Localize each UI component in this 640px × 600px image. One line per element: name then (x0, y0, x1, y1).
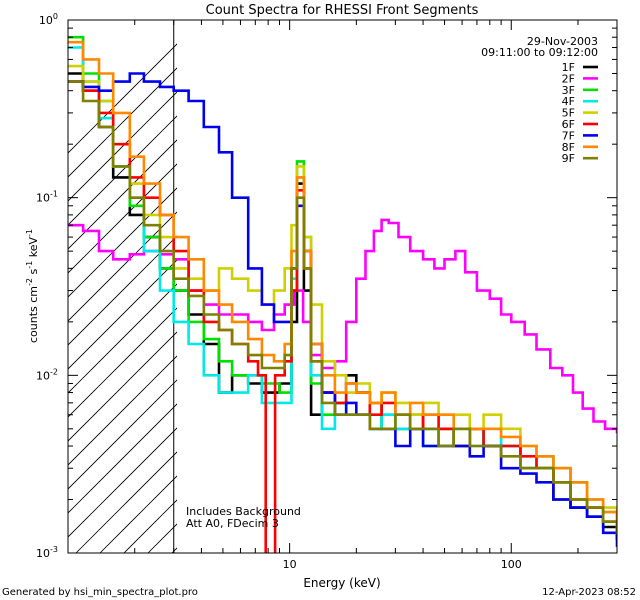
legend-label: 4F (562, 95, 575, 108)
series-layer (68, 35, 617, 553)
legend-label: 9F (562, 152, 575, 165)
hatch-line (68, 115, 177, 226)
y-label-part-2: s (27, 268, 40, 277)
hatch-line (75, 451, 177, 553)
tick-labels: 10 100 100 10-1 10-2 10-3 (36, 12, 522, 571)
footer-generated-by: Generated by hsi_min_spectra_plot.pro (2, 587, 198, 598)
attenuator-hatch-region (68, 0, 640, 553)
hatch-line (68, 331, 177, 442)
legend-label: 7F (562, 129, 575, 142)
hatch-line (68, 235, 177, 346)
legend-label: 6F (562, 118, 575, 131)
annotation-background: Includes Background (186, 505, 301, 518)
plot-frame (67, 19, 618, 554)
y-tick-label: 10-2 (36, 367, 58, 382)
hatch-line (68, 43, 177, 154)
series-8f (68, 40, 617, 529)
annotation-attenuator: Att A0, FDecim 3 (186, 517, 279, 530)
legend-label: 5F (562, 107, 575, 120)
hatch-line (68, 427, 177, 538)
axis-ticks (67, 19, 618, 554)
y-axis-label: counts cm-2 s-1 keV-1 (25, 229, 40, 343)
hatch-line (68, 283, 177, 394)
hatch-line (68, 259, 177, 370)
legend-label: 8F (562, 141, 575, 154)
legend-label: 3F (562, 84, 575, 97)
y-label-exp-3: -1 (25, 229, 34, 237)
time-range: 09:11:00 to 09:12:00 (481, 46, 598, 59)
y-tick-label: 100 (39, 12, 58, 27)
hatch-line (68, 379, 177, 490)
x-tick-label: 10 (283, 558, 297, 571)
y-label-exp-2: -1 (25, 261, 34, 269)
observation-date: 29-Nov-2003 (527, 35, 598, 48)
series-4f (68, 46, 617, 523)
hatch-line (68, 355, 177, 466)
y-tick-label: 10-1 (36, 190, 58, 205)
x-axis-label: Energy (keV) (303, 576, 380, 590)
y-label-part-3: keV (27, 237, 40, 261)
y-tick-label: 10-3 (36, 545, 58, 560)
y-label-exp-1: -2 (25, 278, 34, 286)
hatch-line (99, 475, 177, 553)
hatch-line (68, 187, 177, 298)
hatch-line (68, 403, 177, 514)
hatch-line (68, 307, 177, 418)
legend-label: 2F (562, 72, 575, 85)
hatch-line (68, 67, 177, 178)
hatch-line (68, 211, 177, 322)
legend-label: 1F (562, 61, 575, 74)
y-label-part-1: counts cm (27, 286, 40, 343)
footer-timestamp: 12-Apr-2023 08:52 (542, 587, 636, 598)
series-9f (68, 80, 617, 535)
x-tick-label: 100 (501, 558, 522, 571)
chart-title: Count Spectra for RHESSI Front Segments (206, 3, 479, 18)
hatch-line (220, 0, 640, 553)
